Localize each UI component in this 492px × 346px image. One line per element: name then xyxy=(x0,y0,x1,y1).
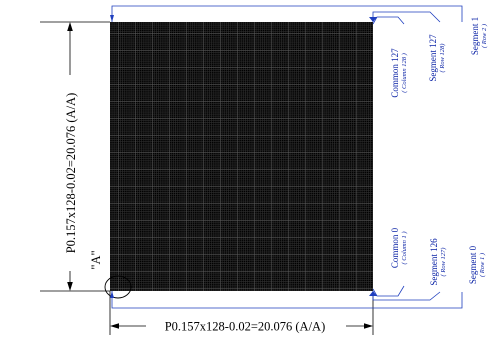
segment-126-callout: Segment 126 ( Row 127) xyxy=(429,238,447,286)
detail-a-label: "A" xyxy=(89,250,103,269)
segment-127-label: Segment 127 xyxy=(428,34,438,82)
right-arrowhead xyxy=(364,323,373,329)
segment-126-label: Segment 126 xyxy=(429,238,439,286)
top-callout-leaders xyxy=(110,5,463,25)
segment-0-label: Segment 0 xyxy=(468,245,478,284)
vertical-dimension-label: P0.157x128-0.02=20.076 (A/A) xyxy=(64,93,78,254)
dot-matrix-panel xyxy=(110,22,373,291)
segment-0-sublabel: ( Row 1 ) xyxy=(479,253,486,277)
segment-1-label: Segment 1 xyxy=(470,17,480,55)
common-0-label: Common 0 xyxy=(390,227,400,268)
segment-127-callout: Segment 127 ( Row 128) xyxy=(428,34,446,82)
common-127-arrow xyxy=(369,17,377,22)
horizontal-dimension: P0.157x128-0.02=20.076 (A/A) xyxy=(109,291,374,335)
segment-1-callout: Segment 1 ( Row 2 ) xyxy=(470,17,488,55)
segment-0-callout: Segment 0 ( Row 1 ) xyxy=(468,245,486,284)
segment-1-sublabel: ( Row 2 ) xyxy=(481,24,488,48)
common-0-callout: Common 0 ( Column 1 ) xyxy=(390,227,408,268)
common-127-label: Common 127 xyxy=(390,48,400,98)
common-127-callout: Common 127 ( Column 128 ) xyxy=(390,48,408,98)
segment-1-leader xyxy=(111,5,463,22)
vertical-dimension: P0.157x128-0.02=20.076 (A/A) xyxy=(40,21,110,292)
horizontal-dimension-label: P0.157x128-0.02=20.076 (A/A) xyxy=(165,320,326,334)
up-arrowhead xyxy=(67,22,73,31)
segment-0-arrow xyxy=(110,291,114,298)
down-arrowhead xyxy=(67,282,73,291)
bottom-callout-leaders xyxy=(110,285,463,309)
segment-127-sublabel: ( Row 128) xyxy=(439,44,446,73)
segment-0-leader xyxy=(111,291,463,309)
left-arrowhead xyxy=(110,323,119,329)
common-0-leader xyxy=(372,285,405,297)
detail-a-circle xyxy=(104,275,132,299)
common-0-sublabel: ( Column 1 ) xyxy=(401,231,408,264)
segment-126-leader xyxy=(372,291,441,301)
common-127-sublabel: ( Column 128 ) xyxy=(401,53,408,93)
segment-126-sublabel: ( Row 127) xyxy=(440,248,447,277)
segment-1-arrow xyxy=(110,15,114,22)
common-127-leader xyxy=(372,16,405,25)
